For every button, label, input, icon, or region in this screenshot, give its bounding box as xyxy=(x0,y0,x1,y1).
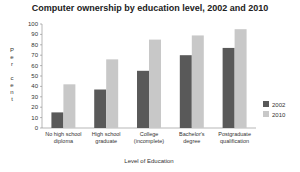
title: Computer ownership by education level, 2… xyxy=(32,3,269,13)
chart: Computer ownership by education level, 2… xyxy=(0,0,300,172)
x-tick-label: College(incomplete) xyxy=(134,131,164,144)
x-axis-label: Level of Education xyxy=(124,158,173,164)
legend-label: 2010 xyxy=(272,112,286,118)
bar xyxy=(235,29,247,128)
y-tick-label: 60 xyxy=(31,63,38,69)
y-tick-label: 10 xyxy=(31,115,38,121)
y-tick-label: 20 xyxy=(31,104,38,110)
legend-swatch xyxy=(263,111,269,117)
background xyxy=(0,0,300,172)
y-axis-label: Per cent xyxy=(10,47,14,102)
bar xyxy=(94,90,106,128)
x-tick-label: Postgraduatequalification xyxy=(218,131,251,144)
x-tick-label: No high schooldiploma xyxy=(45,131,81,144)
y-tick-label: 80 xyxy=(31,42,38,48)
bar xyxy=(180,55,192,128)
y-tick-label: 50 xyxy=(31,73,38,79)
bars xyxy=(51,29,246,128)
bar xyxy=(106,59,118,128)
bar xyxy=(149,40,161,128)
x-tick-label: Bachelor'sdegree xyxy=(179,131,205,144)
bar xyxy=(223,48,235,128)
x-tick-label: High schoolgraduate xyxy=(92,131,121,144)
bar xyxy=(137,71,149,128)
legend-label: 2002 xyxy=(272,102,286,108)
y-tick-label: 90 xyxy=(31,31,38,37)
y-tick-label: 0 xyxy=(35,125,39,131)
y-axis xyxy=(42,24,43,128)
bar xyxy=(51,112,63,128)
bar xyxy=(63,84,75,128)
legend-swatch xyxy=(263,101,269,107)
y-tick-label: 40 xyxy=(31,83,38,89)
bar xyxy=(192,35,204,128)
y-tick-label: 30 xyxy=(31,94,38,100)
y-tick-label: 70 xyxy=(31,52,38,58)
y-tick-label: 100 xyxy=(28,21,39,27)
